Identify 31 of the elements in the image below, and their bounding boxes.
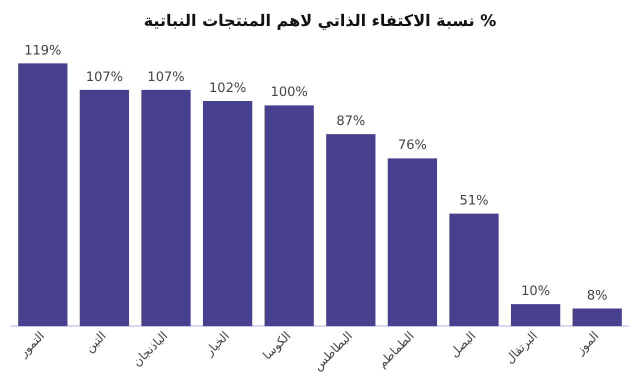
data-label: 100%	[270, 85, 308, 100]
data-label: 107%	[86, 70, 123, 85]
x-tick-label: البرتقال	[502, 328, 540, 366]
bar	[510, 304, 560, 326]
data-label: 51%	[460, 193, 488, 208]
x-tick-label: الطماطم	[375, 328, 417, 370]
data-label: 119%	[24, 43, 62, 58]
x-tick-label: التمور	[16, 328, 48, 360]
x-tick-label: البصل	[447, 328, 478, 360]
bar	[264, 105, 314, 326]
bar	[572, 308, 622, 326]
data-label: 76%	[398, 138, 427, 154]
x-tick-label: الموز	[572, 328, 602, 358]
bar	[326, 134, 376, 326]
bar	[18, 63, 68, 326]
x-tick-label: الكوسا	[260, 328, 294, 362]
bar	[80, 90, 130, 326]
x-tick-label: التين	[82, 328, 109, 356]
x-tick-label: البطاطس	[310, 328, 356, 374]
x-tick-label: الخيار	[202, 328, 232, 359]
data-label: 87%	[336, 114, 366, 129]
bar	[449, 214, 499, 326]
data-label: 8%	[586, 288, 608, 304]
data-label: 10%	[521, 284, 550, 299]
bar	[202, 100, 252, 326]
bar	[388, 158, 438, 326]
data-label: 102%	[209, 80, 246, 96]
x-tick-label: الباذنجان	[130, 328, 170, 370]
chart-title: نسبة الاكتفاء الذاتي لاهم المنتجات النباتية %	[144, 10, 496, 30]
data-label: 107%	[147, 70, 185, 85]
bar	[141, 90, 191, 326]
